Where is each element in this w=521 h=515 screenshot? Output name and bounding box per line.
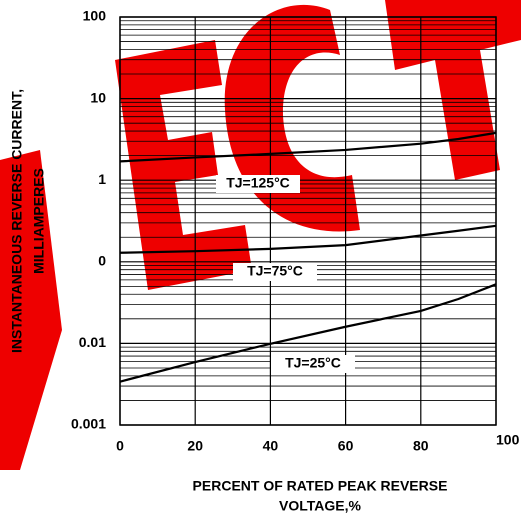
x-axis-title: PERCENT OF RATED PEAK REVERSE bbox=[193, 478, 448, 494]
series-label: TJ=25°C bbox=[285, 355, 341, 371]
x-tick-label: 100 bbox=[496, 432, 520, 448]
y-tick-label: 1 bbox=[98, 171, 106, 187]
x-tick-label: 80 bbox=[413, 438, 429, 454]
watermark bbox=[0, 0, 521, 470]
x-tick-label: 20 bbox=[187, 438, 203, 454]
x-tick-label: 0 bbox=[116, 438, 124, 454]
chart: 0.001 0.01 0 1 10 100 0 20 40 60 80 100 TJ=125°C TJ=7… bbox=[0, 0, 521, 515]
y-axis-title: INSTANTANEOUS REVERSE CURRENT, bbox=[9, 89, 25, 353]
y-tick-label: 0.001 bbox=[71, 416, 106, 432]
y-axis-title: MILLIAMPERES bbox=[31, 168, 47, 274]
x-tick-label: 40 bbox=[263, 438, 279, 454]
series-label: TJ=125°C bbox=[226, 175, 290, 191]
y-tick-label: 0 bbox=[98, 253, 106, 269]
y-tick-label: 100 bbox=[83, 8, 107, 24]
x-tick-label: 60 bbox=[338, 438, 354, 454]
series-label: TJ=75°C bbox=[247, 263, 303, 279]
x-axis-title: VOLTAGE,% bbox=[279, 498, 361, 514]
y-tick-label: 10 bbox=[90, 89, 106, 105]
y-tick-label: 0.01 bbox=[79, 334, 106, 350]
